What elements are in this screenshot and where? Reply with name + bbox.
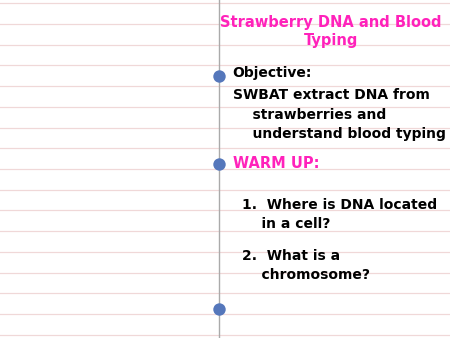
Point <box>216 161 223 167</box>
Point <box>216 73 223 79</box>
Text: WARM UP:: WARM UP: <box>233 156 319 171</box>
Text: Strawberry DNA and Blood
Typing: Strawberry DNA and Blood Typing <box>220 15 441 48</box>
Text: 2.  What is a
    chromosome?: 2. What is a chromosome? <box>242 248 369 282</box>
Text: Objective:: Objective: <box>233 66 312 80</box>
Text: SWBAT extract DNA from
    strawberries and
    understand blood typing: SWBAT extract DNA from strawberries and … <box>233 89 446 141</box>
Point <box>216 307 223 312</box>
Text: 1.  Where is DNA located
    in a cell?: 1. Where is DNA located in a cell? <box>242 198 437 232</box>
